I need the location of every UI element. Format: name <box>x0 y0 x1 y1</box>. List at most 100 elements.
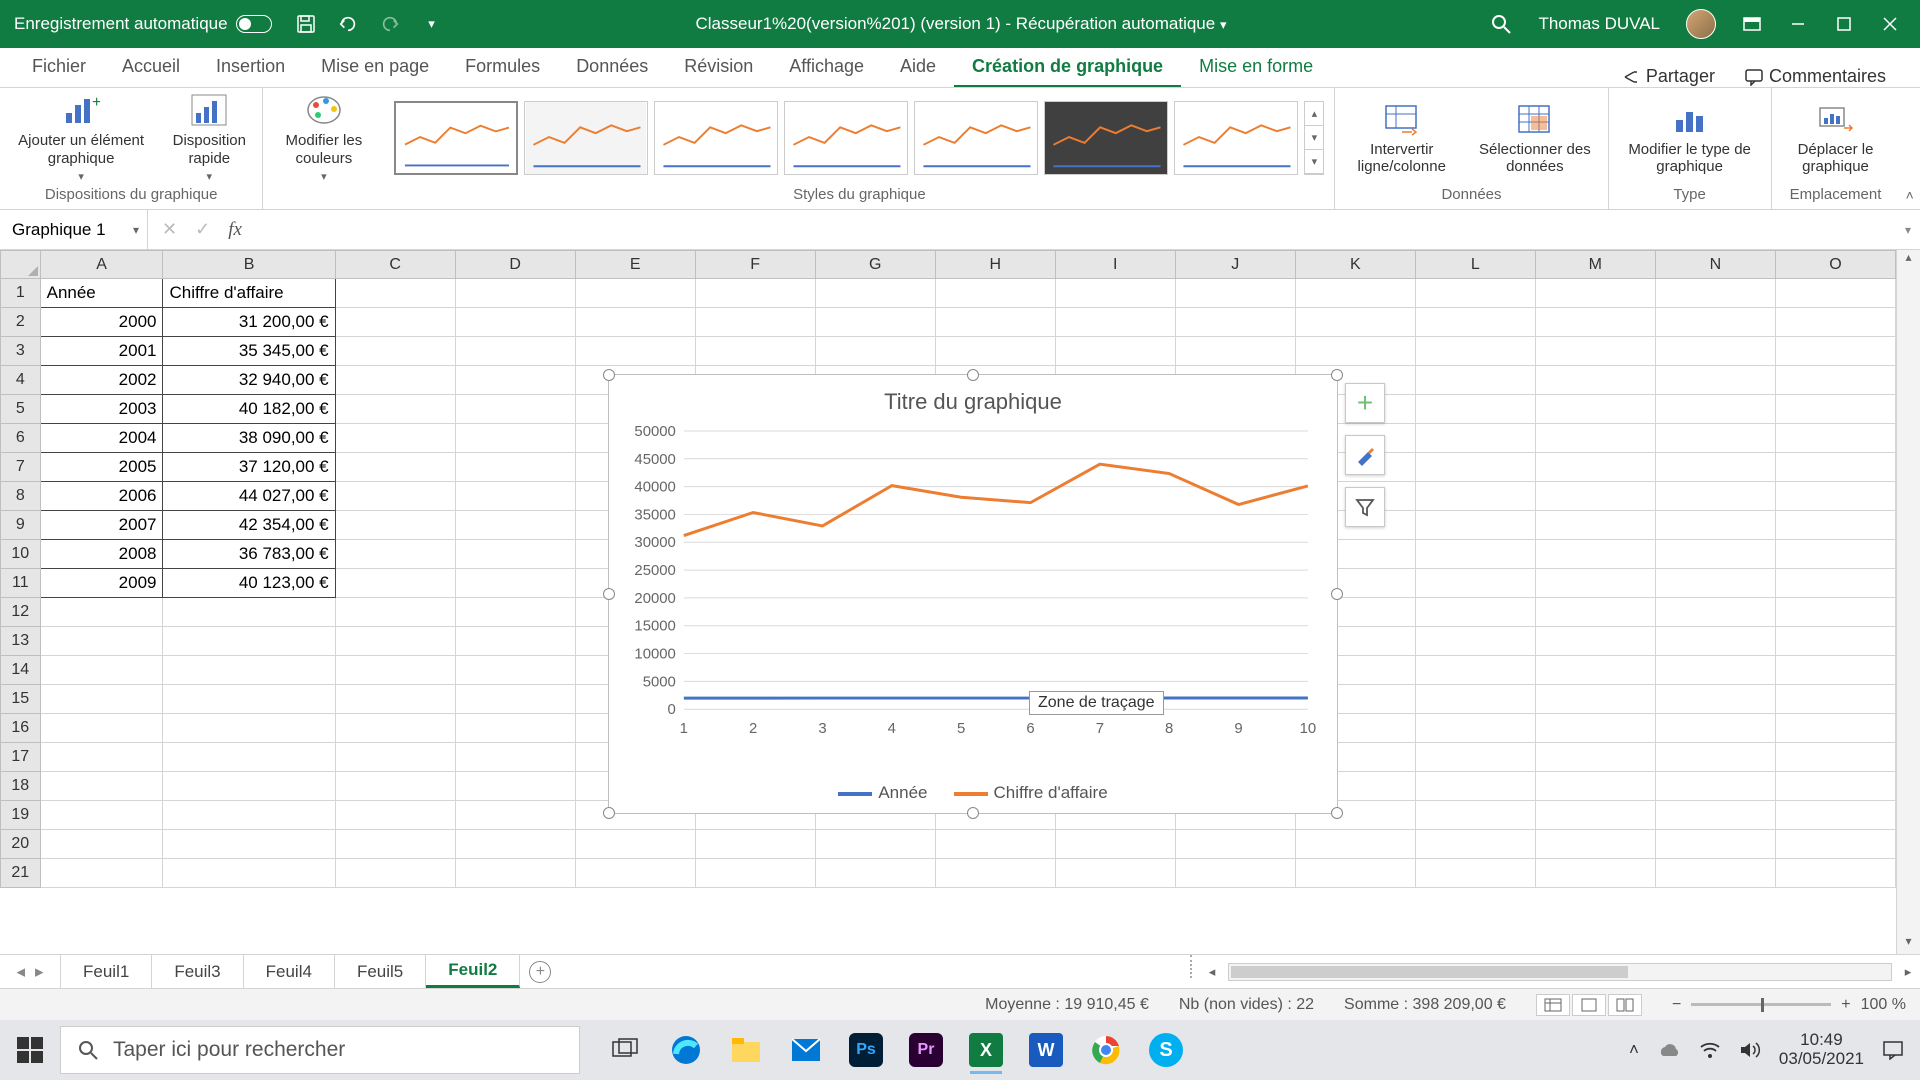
cell[interactable] <box>1535 656 1655 685</box>
cell[interactable] <box>815 279 935 308</box>
col-header[interactable]: L <box>1415 251 1535 279</box>
cell[interactable] <box>1295 830 1415 859</box>
cell[interactable] <box>455 830 575 859</box>
sheet-tab[interactable]: Feuil2 <box>426 955 520 988</box>
cell[interactable] <box>1775 424 1895 453</box>
cell[interactable] <box>1535 511 1655 540</box>
cell[interactable]: 31 200,00 € <box>163 308 335 337</box>
change-chart-type-button[interactable]: Modifier le type de graphique <box>1619 101 1761 176</box>
cell[interactable] <box>935 279 1055 308</box>
cell[interactable] <box>935 337 1055 366</box>
cell[interactable] <box>1655 598 1775 627</box>
redo-icon[interactable] <box>380 14 400 34</box>
cell[interactable]: 42 354,00 € <box>163 511 335 540</box>
premiere-icon[interactable]: Pr <box>900 1024 952 1076</box>
cell[interactable] <box>40 714 163 743</box>
cell[interactable] <box>1535 598 1655 627</box>
chart-plot-area[interactable]: 0500010000150002000025000300003500040000… <box>627 425 1319 743</box>
cell[interactable] <box>1775 743 1895 772</box>
cell[interactable] <box>1175 830 1295 859</box>
gallery-scroll[interactable]: ▴▾▾ <box>1304 101 1324 175</box>
cell[interactable]: 2001 <box>40 337 163 366</box>
zoom-slider[interactable] <box>1691 1003 1831 1006</box>
cell[interactable] <box>1055 308 1175 337</box>
cell[interactable] <box>455 308 575 337</box>
cell[interactable] <box>40 627 163 656</box>
cell[interactable] <box>455 366 575 395</box>
cell[interactable]: 2008 <box>40 540 163 569</box>
horizontal-scrollbar[interactable] <box>1228 963 1892 981</box>
cell[interactable] <box>335 801 455 830</box>
cell[interactable] <box>575 830 695 859</box>
cell[interactable] <box>1775 511 1895 540</box>
chart-style-7[interactable] <box>1174 101 1298 175</box>
cell[interactable] <box>163 801 335 830</box>
cell[interactable] <box>1775 656 1895 685</box>
collapse-ribbon-icon[interactable]: ˄ <box>1899 88 1920 209</box>
cell[interactable] <box>695 337 815 366</box>
autosave-toggle[interactable] <box>236 15 272 33</box>
cell[interactable] <box>1295 859 1415 888</box>
cell[interactable] <box>935 308 1055 337</box>
cell[interactable] <box>1415 598 1535 627</box>
cell[interactable] <box>1535 859 1655 888</box>
cell[interactable] <box>815 859 935 888</box>
cell[interactable] <box>1415 801 1535 830</box>
hscroll-right[interactable]: ▸ <box>1896 964 1920 980</box>
row-header[interactable]: 17 <box>1 743 41 772</box>
chart-style-3[interactable] <box>654 101 778 175</box>
cell[interactable] <box>455 395 575 424</box>
cell[interactable] <box>1655 279 1775 308</box>
cell[interactable] <box>1175 337 1295 366</box>
col-header[interactable]: F <box>695 251 815 279</box>
cell[interactable] <box>1415 366 1535 395</box>
row-header[interactable]: 3 <box>1 337 41 366</box>
edge-icon[interactable] <box>660 1024 712 1076</box>
cell[interactable] <box>455 569 575 598</box>
cell[interactable] <box>1655 511 1775 540</box>
cell[interactable] <box>1775 453 1895 482</box>
zoom-control[interactable]: − + 100 % <box>1672 996 1906 1014</box>
cell[interactable] <box>335 743 455 772</box>
cell[interactable] <box>40 772 163 801</box>
cell[interactable] <box>335 482 455 511</box>
cell[interactable] <box>935 859 1055 888</box>
cell[interactable]: 40 123,00 € <box>163 569 335 598</box>
cell[interactable] <box>1655 395 1775 424</box>
cell[interactable] <box>1775 598 1895 627</box>
cell[interactable] <box>695 279 815 308</box>
cell[interactable] <box>1055 859 1175 888</box>
tab-formules[interactable]: Formules <box>447 48 558 87</box>
cell[interactable] <box>1535 540 1655 569</box>
cell[interactable]: 2003 <box>40 395 163 424</box>
cell[interactable] <box>1775 569 1895 598</box>
cell[interactable] <box>1535 308 1655 337</box>
search-icon[interactable] <box>1490 13 1512 35</box>
avatar[interactable] <box>1686 9 1716 39</box>
cell[interactable] <box>455 337 575 366</box>
cell[interactable] <box>1655 540 1775 569</box>
row-header[interactable]: 13 <box>1 627 41 656</box>
resize-handle[interactable] <box>603 369 615 381</box>
switch-row-column-button[interactable]: Intervertir ligne/colonne <box>1345 101 1458 176</box>
cell[interactable] <box>335 569 455 598</box>
view-normal-icon[interactable] <box>1536 994 1570 1016</box>
cell[interactable] <box>163 656 335 685</box>
formula-enter-icon[interactable]: ✓ <box>195 219 210 240</box>
cell[interactable] <box>1655 627 1775 656</box>
close-icon[interactable] <box>1880 14 1900 34</box>
cell[interactable] <box>1295 308 1415 337</box>
wifi-icon[interactable] <box>1699 1041 1721 1059</box>
chart-style-5[interactable] <box>914 101 1038 175</box>
cell[interactable]: 37 120,00 € <box>163 453 335 482</box>
cell[interactable] <box>455 685 575 714</box>
view-page-break-icon[interactable] <box>1608 994 1642 1016</box>
chart-style-1[interactable] <box>394 101 518 175</box>
explorer-icon[interactable] <box>720 1024 772 1076</box>
chart-title[interactable]: Titre du graphique <box>609 375 1337 415</box>
cell[interactable] <box>1415 511 1535 540</box>
tab-révision[interactable]: Révision <box>666 48 771 87</box>
row-header[interactable]: 11 <box>1 569 41 598</box>
cell[interactable] <box>335 598 455 627</box>
cell[interactable] <box>455 656 575 685</box>
